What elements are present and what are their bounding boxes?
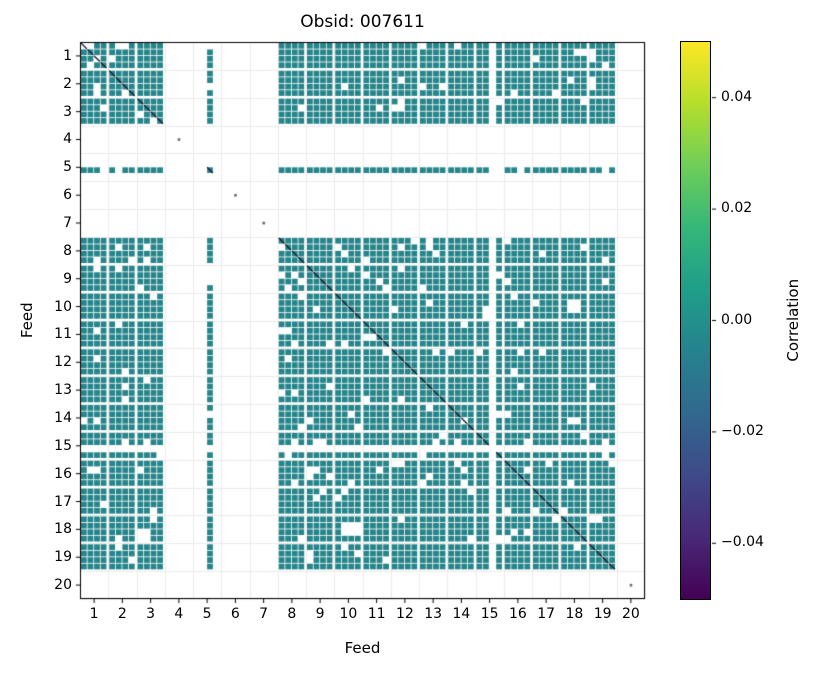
x-tick-label: 16 <box>508 606 527 622</box>
colorbar-tick-label: 0.02 <box>721 200 753 217</box>
y-tick-label: 6 <box>63 187 72 204</box>
x-tick-label: 3 <box>146 606 156 622</box>
y-tick-label: 9 <box>63 270 72 287</box>
y-tick-label: 16 <box>54 465 72 482</box>
y-tick-label: 18 <box>54 521 72 538</box>
x-tick-label: 15 <box>480 606 499 622</box>
colorbar-tick-label: 0.00 <box>721 311 753 328</box>
y-axis-label: Feed <box>17 302 36 339</box>
x-axis-label: Feed <box>344 639 381 657</box>
y-tick-label: 1 <box>63 47 72 64</box>
x-tick-label: 13 <box>424 606 443 622</box>
colorbar-tick-label: −0.04 <box>721 534 764 551</box>
x-tick-label: 14 <box>452 606 471 622</box>
y-tick-label: 17 <box>54 493 72 510</box>
y-tick-label: 19 <box>54 549 72 566</box>
y-tick-label: 20 <box>54 577 72 594</box>
y-tick-label: 12 <box>54 354 72 371</box>
colorbar-tick-label: −0.02 <box>721 422 764 439</box>
y-tick-label: 15 <box>54 437 72 454</box>
y-tick-label: 4 <box>63 131 72 148</box>
colorbar <box>680 41 711 600</box>
x-tick-label: 18 <box>565 606 584 622</box>
y-tick-label: 8 <box>63 242 72 259</box>
x-tick-label: 17 <box>537 606 556 622</box>
y-tick-label: 10 <box>54 298 72 315</box>
x-tick-label: 8 <box>287 606 297 622</box>
y-tick-label: 3 <box>63 103 72 120</box>
x-tick-label: 11 <box>367 606 386 622</box>
x-tick-label: 7 <box>259 606 269 622</box>
x-tick-label: 10 <box>339 606 358 622</box>
colorbar-tick-label: 0.04 <box>721 88 753 105</box>
y-tick-label: 14 <box>54 409 72 426</box>
x-tick-label: 12 <box>395 606 414 622</box>
colorbar-label: Correlation <box>783 278 802 362</box>
y-tick-label: 2 <box>63 75 72 92</box>
y-tick-label: 7 <box>63 215 72 232</box>
y-tick-label: 13 <box>54 382 72 399</box>
x-tick-label: 19 <box>593 606 612 622</box>
x-tick-label: 6 <box>230 606 240 622</box>
x-tick-label: 4 <box>174 606 184 622</box>
chart-title: Obsid: 007611 <box>300 12 425 32</box>
y-tick-label: 11 <box>54 326 72 343</box>
x-tick-label: 20 <box>621 606 640 622</box>
x-tick-label: 2 <box>117 606 127 622</box>
y-tick-label: 5 <box>63 159 72 176</box>
x-tick-label: 9 <box>315 606 325 622</box>
x-tick-label: 5 <box>202 606 212 622</box>
x-tick-label: 1 <box>89 606 99 622</box>
